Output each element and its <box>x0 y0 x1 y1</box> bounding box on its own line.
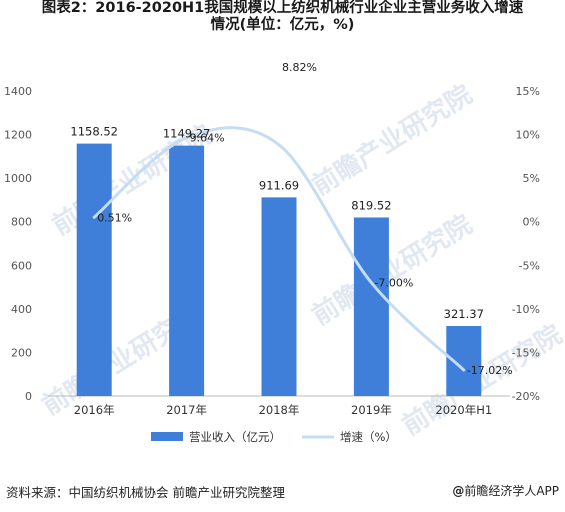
y-left-tick-label: 200 <box>11 346 32 359</box>
bar <box>261 197 297 396</box>
x-tick-label: 2019年 <box>351 403 392 417</box>
y-right-tick-label: 15% <box>516 85 540 98</box>
bar <box>76 143 112 396</box>
x-tick-label: 2017年 <box>166 403 207 417</box>
line-value-label: -7.00% <box>374 277 413 290</box>
legend-line-label: 增速（%） <box>340 430 397 444</box>
y-left-tick-label: 600 <box>11 259 32 272</box>
chart-title-line2: 情况(单位：亿元，%) <box>210 17 355 33</box>
y-left-tick-label: 400 <box>11 303 32 316</box>
y-right-tick-label: 5% <box>523 172 540 185</box>
bar <box>169 145 205 396</box>
chart-title-line1: 图表2：2016-2020H1我国规模以上纺织机械行业企业主营业务收入增速 <box>41 0 524 16</box>
y-right-tick-label: 10% <box>516 129 540 142</box>
line-value-label: 0.51% <box>97 211 132 224</box>
bar-value-label: 911.69 <box>259 178 299 192</box>
legend-bar-label: 营业收入（亿元） <box>189 430 281 444</box>
bar <box>353 217 389 396</box>
line-value-label: -17.02% <box>467 364 513 377</box>
bar-value-label: 819.52 <box>351 198 391 212</box>
y-right-tick-label: -10% <box>512 303 540 316</box>
chart-svg: 0 200 400 600 800 1000 1200 1400 -20% -15% -10% -5%… <box>4 61 540 444</box>
y-left-tick-label: 1200 <box>4 129 32 142</box>
line-value-label: 8.82% <box>282 61 317 74</box>
bar-value-label: 1158.52 <box>70 125 118 139</box>
bar-value-label: 321.37 <box>444 307 484 321</box>
brand-footer: @前瞻经济学人APP <box>452 482 559 499</box>
brand-at-icon: @ <box>452 484 465 498</box>
x-tick-label: 2020年H1 <box>435 403 492 417</box>
x-tick-label: 2018年 <box>259 403 300 417</box>
brand-name: 前瞻经济学人APP <box>464 484 559 498</box>
y-right-tick-label: -5% <box>519 259 540 272</box>
chart-title: 图表2：2016-2020H1我国规模以上纺织机械行业企业主营业务收入增速 情况… <box>0 0 565 34</box>
y-right-tick-label: -20% <box>512 390 540 403</box>
y-left-tick-label: 1000 <box>4 172 32 185</box>
y-left-tick-label: 1400 <box>4 85 32 98</box>
growth-line <box>92 126 466 372</box>
source-note: 资料来源：中国纺织机械协会 前瞻产业研究院整理 <box>6 485 285 500</box>
bar-value-label: 1149.27 <box>163 127 211 141</box>
y-left-tick-label: 0 <box>25 390 32 403</box>
y-left-tick-label: 800 <box>11 216 32 229</box>
legend-bar-swatch <box>151 432 183 441</box>
x-tick-label: 2016年 <box>74 403 115 417</box>
line-value-label: 9.64% <box>190 132 225 145</box>
y-right-tick-label: -15% <box>512 346 540 359</box>
y-right-tick-label: 0% <box>523 216 540 229</box>
